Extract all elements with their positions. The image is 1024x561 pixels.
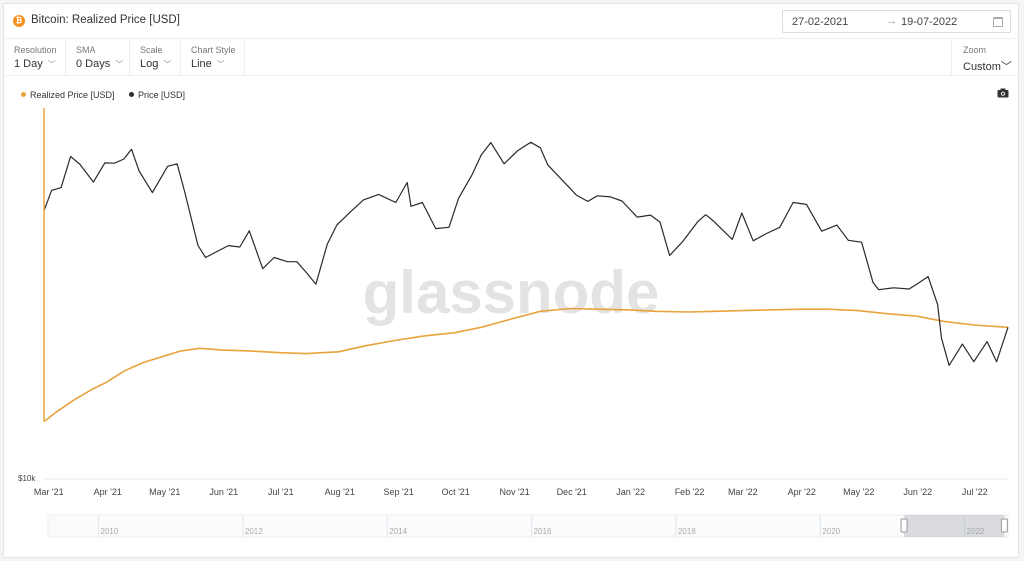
chart-title: Bitcoin: Realized Price [USD] (31, 14, 180, 26)
x-tick-label: Jun '22 (903, 487, 932, 497)
zoom-dropdown[interactable]: Zoom Custom﹀ (951, 39, 1020, 76)
chart-style-dropdown[interactable]: Chart Style Line ﹀ (181, 39, 245, 76)
y-tick-label: $10k (18, 474, 36, 483)
x-tick-label: May '22 (843, 487, 874, 497)
chart-legend: Realized Price [USD] Price [USD] (21, 90, 197, 100)
resolution-value: 1 Day (14, 58, 43, 70)
calendar-icon[interactable] (993, 17, 1003, 27)
navigator-year-label: 2014 (389, 527, 407, 536)
scale-label: Scale (140, 45, 163, 55)
resolution-label: Resolution (14, 45, 57, 55)
x-tick-label: Sep '21 (384, 487, 414, 497)
date-to[interactable]: 19-07-2022 (901, 16, 958, 28)
navigator-handle-left[interactable] (900, 518, 908, 533)
chart-panel: ₿ Bitcoin: Realized Price [USD] 27-02-20… (3, 3, 1020, 558)
legend-item-realized[interactable]: Realized Price [USD] (21, 90, 115, 100)
x-tick-label: May '21 (149, 487, 180, 497)
sma-label: SMA (76, 45, 96, 55)
x-tick-label: Jul '21 (268, 487, 294, 497)
date-arrow: → (886, 15, 897, 27)
resolution-dropdown[interactable]: Resolution 1 Day ﹀ (4, 39, 66, 76)
series-line-realized-price (43, 307, 1009, 423)
date-range-picker[interactable]: 27-02-2021 → 19-07-2022 (782, 10, 1011, 33)
scale-value: Log (140, 58, 159, 70)
watermark: glassnode (363, 259, 660, 326)
x-tick-label: Jan '22 (616, 487, 645, 497)
navigator-year-label: 2010 (101, 527, 119, 536)
chart-style-label: Chart Style (191, 45, 236, 55)
x-tick-label: Dec '21 (557, 487, 587, 497)
x-tick-label: Mar '21 (34, 487, 64, 497)
x-tick-label: Oct '21 (442, 487, 470, 497)
navigator-year-label: 2018 (678, 527, 696, 536)
x-tick-label: Apr '21 (94, 487, 122, 497)
chart-controls: Resolution 1 Day ﹀ SMA 0 Days ﹀ Scale Log ﹀… (4, 39, 1020, 76)
chevron-down-icon: ﹀ (47, 60, 56, 69)
zoom-label: Zoom (963, 45, 987, 55)
chevron-down-icon: ﹀ (115, 60, 124, 69)
camera-icon[interactable] (997, 88, 1009, 98)
x-tick-label: Nov '21 (500, 487, 530, 497)
sma-value: 0 Days (76, 58, 111, 70)
x-tick-label: Jun '21 (209, 487, 238, 497)
navigator-track[interactable] (47, 514, 1009, 538)
navigator-year-label: 2016 (534, 527, 552, 536)
sma-dropdown[interactable]: SMA 0 Days ﹀ (66, 39, 130, 76)
chart-style-value: Line (191, 58, 212, 70)
navigator-year-label: 2020 (822, 527, 840, 536)
navigator-year-label: 2012 (245, 527, 263, 536)
navigator-selection[interactable] (904, 515, 1005, 537)
navigator-handle-right[interactable] (1000, 518, 1008, 533)
chevron-down-icon: ﹀ (1000, 61, 1012, 73)
navigator-year-label: 2022 (967, 527, 985, 536)
x-tick-label: Feb '22 (675, 487, 705, 497)
date-from[interactable]: 27-02-2021 (792, 16, 849, 28)
x-tick-label: Mar '22 (728, 487, 758, 497)
x-tick-label: Aug '21 (325, 487, 355, 497)
x-tick-label: Jul '22 (962, 487, 988, 497)
x-tick-label: Apr '22 (788, 487, 816, 497)
legend-label: Realized Price [USD] (30, 90, 115, 100)
bitcoin-icon: ₿ (13, 15, 25, 27)
legend-item-price[interactable]: Price [USD] (129, 90, 185, 100)
legend-dot (129, 92, 135, 97)
chart-header: ₿ Bitcoin: Realized Price [USD] 27-02-20… (4, 4, 1020, 39)
chevron-down-icon: ﹀ (163, 60, 172, 69)
chevron-down-icon: ﹀ (216, 60, 225, 69)
zoom-value: Custom (963, 61, 1001, 73)
legend-dot (21, 92, 26, 97)
scale-dropdown[interactable]: Scale Log ﹀ (130, 39, 181, 76)
series-line-price (43, 141, 1009, 366)
legend-label: Price [USD] (138, 90, 186, 100)
